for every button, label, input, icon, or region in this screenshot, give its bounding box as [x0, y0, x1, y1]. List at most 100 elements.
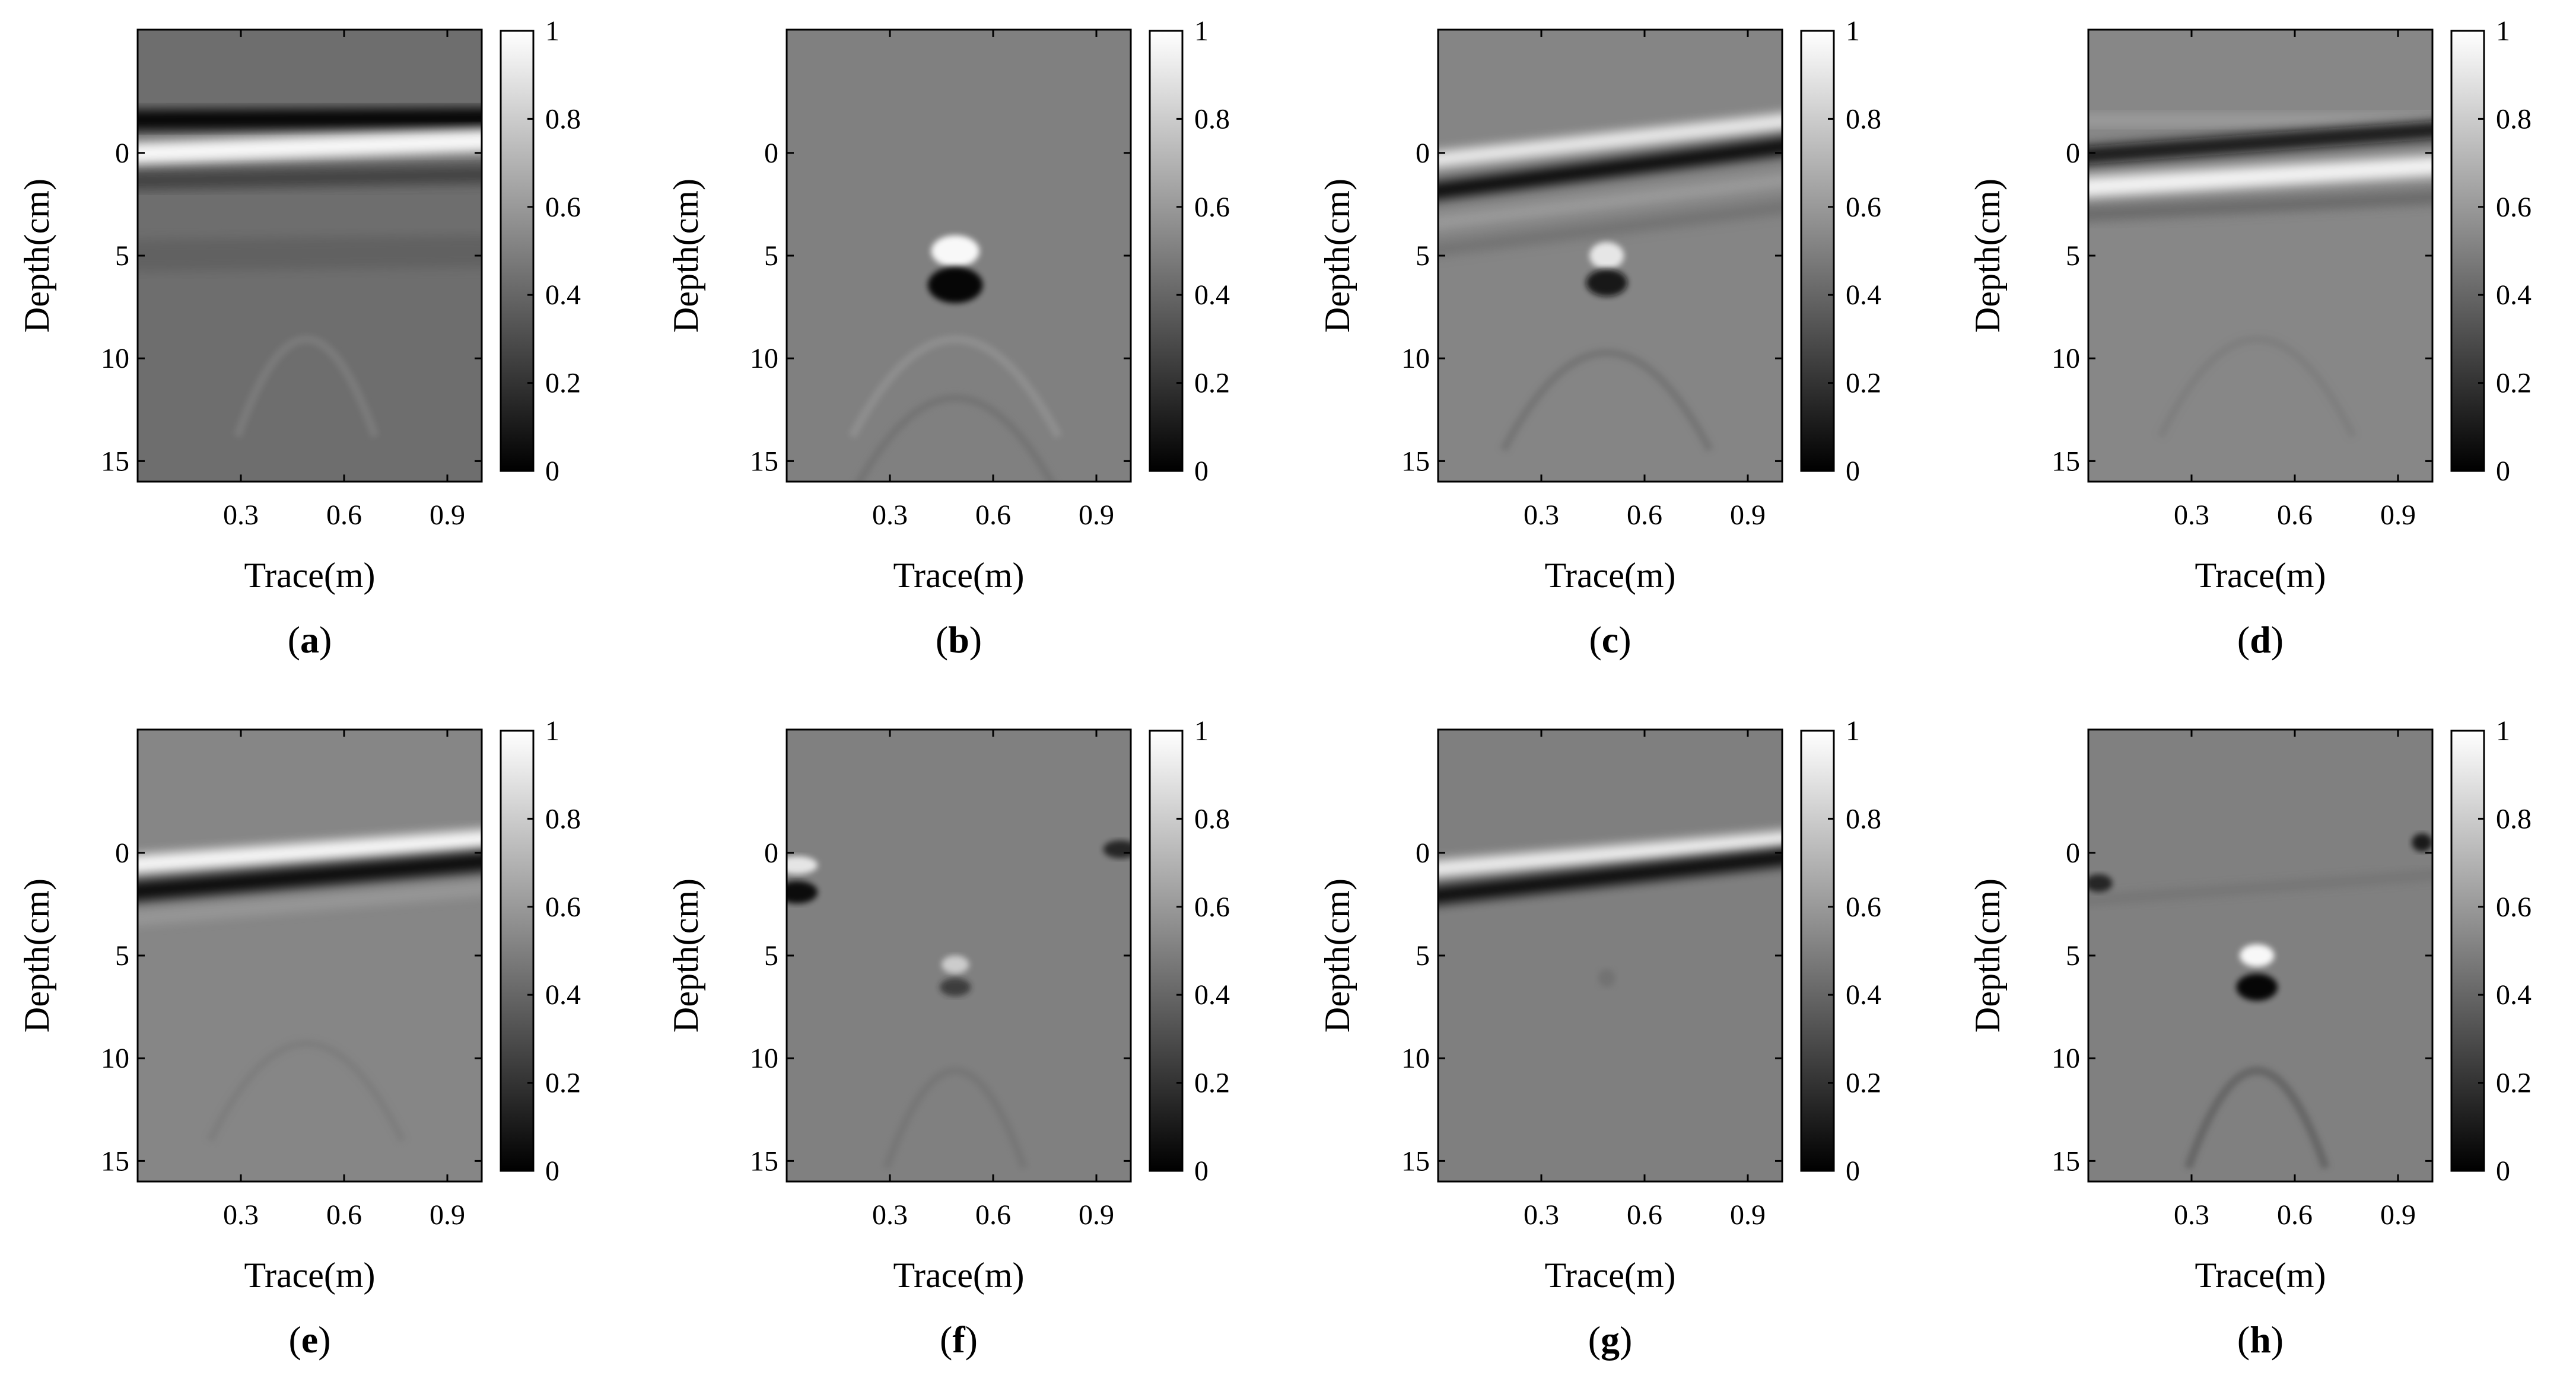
plot-area: [138, 730, 482, 1182]
x-tick-label: 0.9: [1730, 499, 1766, 531]
target-reflection: [787, 881, 818, 904]
x-tick-label: 0.3: [2174, 499, 2209, 531]
caption-letter: a: [300, 619, 319, 661]
colorbar-tick-label: 0.6: [2496, 891, 2532, 923]
colorbar-tick-label: 0.6: [1846, 192, 1881, 223]
hyperbola-tail: [2157, 335, 2357, 438]
y-axis-label: Depth(cm): [17, 179, 56, 333]
y-tick-label: 15: [1401, 1145, 1430, 1177]
colorbar-tick-label: 0: [2496, 1155, 2510, 1187]
colorbar-tick-label: 0.4: [2496, 279, 2532, 311]
x-tick-label: 0.6: [975, 1199, 1011, 1231]
colorbar: [1149, 30, 1184, 472]
x-tick-label: 0.9: [1079, 499, 1114, 531]
y-tick-label: 10: [750, 1043, 778, 1074]
x-tick-label: 0.3: [223, 1199, 259, 1231]
colorbar-tick-label: 0.2: [2496, 1068, 2532, 1099]
target-reflection: [787, 856, 818, 874]
y-axis-label: Depth(cm): [666, 878, 705, 1033]
colorbar-tick-label: 0.6: [545, 891, 581, 923]
reflection-band: [138, 235, 482, 272]
target-reflection: [1586, 269, 1627, 297]
y-tick-label: 15: [750, 445, 778, 477]
y-axis-label: Depth(cm): [17, 878, 56, 1033]
radargram-image: [138, 830, 482, 1143]
y-tick-label: 0: [764, 838, 778, 869]
y-tick-label: 15: [101, 445, 129, 477]
caption-close-paren: ): [318, 1319, 330, 1361]
colorbar-tick-label: 0.8: [2496, 103, 2532, 135]
panel-caption: (a): [288, 619, 332, 661]
y-tick-label: 0: [115, 138, 129, 169]
colorbar-tick-label: 0.4: [1194, 279, 1230, 311]
y-tick-label: 5: [115, 240, 129, 272]
panel-caption: (b): [936, 619, 982, 661]
hyperbola-tail: [2184, 1066, 2330, 1170]
y-tick-label: 5: [115, 940, 129, 972]
reflection-band: [138, 830, 482, 874]
y-tick-label: 0: [764, 138, 778, 169]
target-reflection: [931, 235, 979, 268]
colorbar-tick-label: 1: [1194, 715, 1209, 747]
target-reflection: [2412, 833, 2432, 852]
x-tick-label: 0.3: [872, 499, 908, 531]
colorbar-tick-label: 0.2: [1194, 368, 1230, 399]
colorbar-tick-label: 0.6: [1194, 891, 1230, 923]
y-axis-label: Depth(cm): [1968, 878, 2007, 1033]
caption-letter: e: [301, 1319, 318, 1361]
caption-letter: b: [948, 619, 969, 661]
target-reflection: [942, 956, 969, 974]
x-tick-label: 0.9: [2380, 1199, 2416, 1231]
panel-b: 0.3 0.6 0.9 0 5 10 15 Trace(m) Depth(cm) 0 0.2 0.4 0…: [666, 15, 1230, 661]
colorbar-tick-label: 0.6: [1194, 192, 1230, 223]
x-axis-label: Trace(m): [1544, 556, 1675, 595]
caption-close-paren: ): [1620, 1319, 1632, 1361]
colorbar-tick-label: 1: [1194, 15, 1209, 47]
panel-g: 0.3 0.6 0.9 0 5 10 15 Trace(m) Depth(cm) 0 0.2 0.4 0…: [1318, 715, 1881, 1361]
reflection-band: [1438, 200, 1782, 257]
x-axis-label: Trace(m): [244, 556, 375, 595]
reflection-band: [1438, 173, 1782, 230]
panel-a: 0.3 0.6 0.9 0 5 10 15 Trace(m) Depth(cm) 0 0.2 0.4 0…: [17, 15, 581, 661]
caption-open-paren: (: [940, 1319, 952, 1361]
panel-f: 0.3 0.6 0.9 0 5 10 15 Trace(m) Depth(cm) 0 0.2 0.4 0…: [666, 715, 1230, 1361]
colorbar-tick-label: 0.4: [545, 279, 581, 311]
target-reflection: [1598, 969, 1615, 988]
y-tick-label: 15: [2052, 1145, 2080, 1177]
y-tick-label: 5: [764, 940, 778, 972]
y-tick-label: 0: [1416, 138, 1430, 169]
caption-letter: c: [1602, 619, 1618, 661]
hyperbola-tail: [854, 394, 1056, 482]
colorbar-tick-label: 0.8: [1846, 103, 1881, 135]
y-tick-label: 10: [2052, 1043, 2080, 1074]
reflection-band: [138, 881, 482, 925]
colorbar-tick-label: 1: [545, 15, 559, 47]
reflection-band: [2088, 113, 2432, 127]
caption-close-paren: ): [965, 1319, 978, 1361]
plot-area: [787, 730, 1131, 1182]
caption-close-paren: ): [319, 619, 332, 661]
radargram-image: [848, 235, 1063, 482]
y-tick-label: 15: [101, 1145, 129, 1177]
target-reflection: [1589, 242, 1624, 269]
x-tick-label: 0.9: [2380, 499, 2416, 531]
hyperbola-tail: [1500, 349, 1714, 452]
plot-area: [1438, 730, 1782, 1182]
colorbar: [1800, 30, 1835, 472]
colorbar-tick-label: 0: [1846, 456, 1860, 487]
caption-open-paren: (: [1588, 1319, 1601, 1361]
caption-letter: d: [2250, 619, 2271, 661]
x-tick-label: 0.3: [1524, 499, 1559, 531]
caption-close-paren: ): [2271, 1319, 2284, 1361]
caption-letter: f: [952, 1319, 965, 1361]
reflection-band: [1438, 137, 1782, 200]
panel-c: 0.3 0.6 0.9 0 5 10 15 Trace(m) Depth(cm) 0 0.2 0.4 0…: [1318, 15, 1881, 661]
reflection-band: [1438, 113, 1782, 168]
y-axis-label: Depth(cm): [1318, 878, 1357, 1033]
x-axis-label: Trace(m): [893, 1256, 1024, 1295]
hyperbola-tail: [206, 1039, 406, 1143]
x-axis-label: Trace(m): [2195, 1256, 2326, 1295]
x-tick-label: 0.6: [2277, 1199, 2313, 1231]
y-tick-label: 0: [115, 838, 129, 869]
reflection-band: [1438, 848, 1782, 905]
